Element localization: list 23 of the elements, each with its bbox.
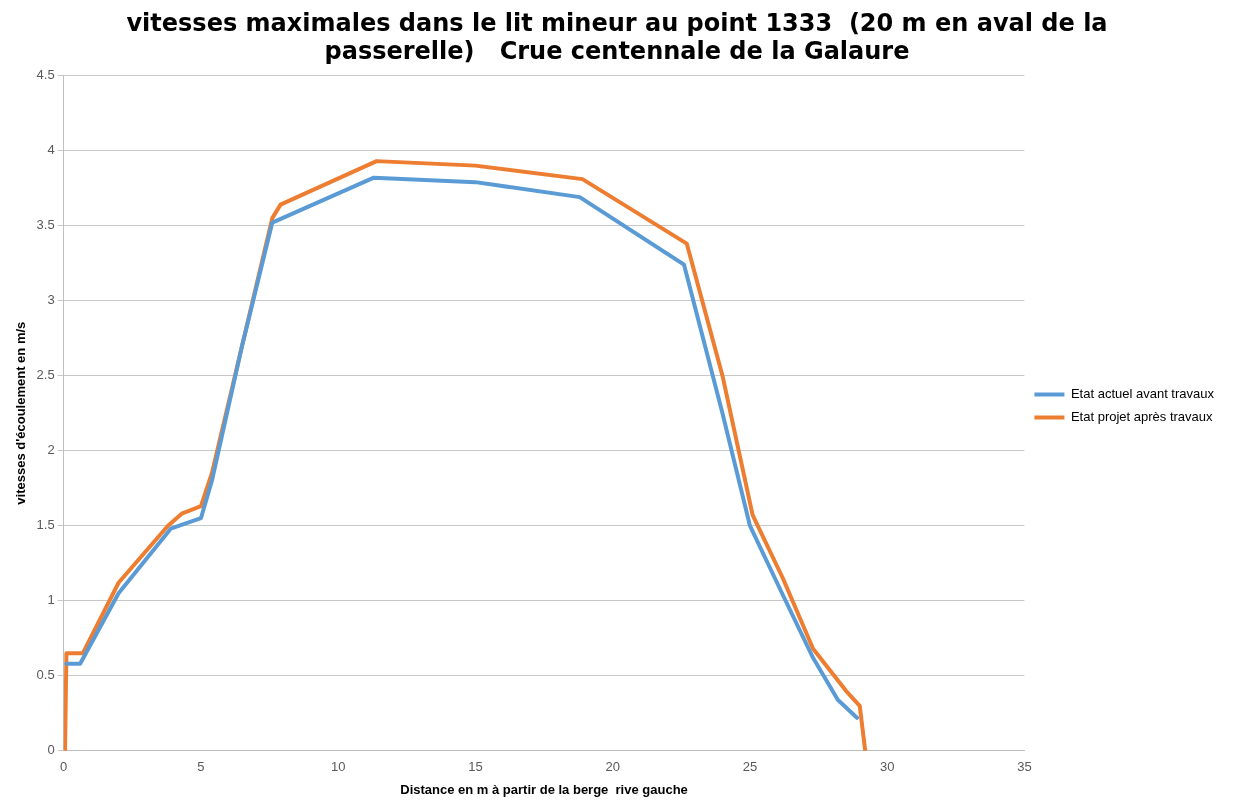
x-tick-label: 5 [197, 759, 205, 775]
x-tick-label: 20 [605, 759, 620, 775]
x-tick-label: 35 [1017, 759, 1032, 775]
legend-label: Etat projet après travaux [1070, 409, 1214, 425]
x-tick-label: 25 [742, 759, 758, 775]
legend-label: Etat actuel avant travaux [1070, 386, 1215, 402]
y-tick-label: 2.5 [36, 367, 55, 383]
y-tick-label: 4.5 [36, 67, 55, 83]
y-tick-label: 4 [47, 142, 55, 158]
y-tick-label: 1 [47, 592, 55, 608]
y-tick-label: 0 [47, 742, 55, 758]
x-tick-label: 15 [468, 759, 483, 775]
y-tick-label: 1.5 [36, 517, 55, 533]
y-axis-title: vitesses d'écoulement en m/s [13, 321, 29, 505]
y-tick-label: 0.5 [36, 667, 55, 683]
y-tick-label: 3 [47, 292, 55, 308]
x-tick-label: 30 [879, 759, 895, 775]
y-tick-label: 3.5 [36, 217, 55, 233]
x-tick-label: 0 [60, 759, 68, 775]
y-tick-label: 2 [47, 442, 55, 458]
x-axis-title: Distance en m à partir de la berge rive gauche [400, 781, 688, 797]
chart-title: vitesses maximales dans le lit mineur au point 1333 (20 m en aval de la passerelle) Crue centennale de la Galaure [126, 8, 1108, 66]
x-tick-label: 10 [330, 759, 346, 775]
